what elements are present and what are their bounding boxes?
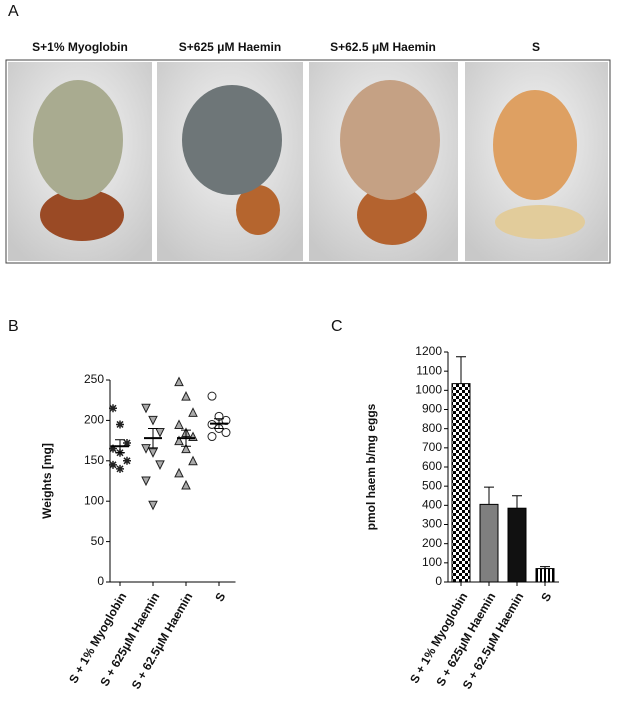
- y-tick-label: 800: [422, 421, 442, 435]
- error-bar: [181, 429, 191, 447]
- y-tick-label: 900: [422, 402, 442, 416]
- photo-caption: S+1% Myoglobin: [32, 40, 128, 54]
- point: [155, 460, 165, 470]
- y-tick-label: 100: [84, 493, 104, 507]
- y-tick-label: 300: [422, 517, 442, 531]
- y-tick-label: 200: [422, 536, 442, 550]
- error-bar: [115, 439, 125, 454]
- y-axis-label: Weights [mg]: [40, 443, 54, 519]
- point: [207, 432, 217, 442]
- point: [174, 376, 184, 387]
- y-axis-label: pmol haem b/mg eggs: [364, 403, 378, 530]
- error-bar: [148, 427, 158, 449]
- point: [116, 420, 124, 429]
- x-tick-label: S + 62.5μM Haemin: [129, 590, 196, 691]
- y-tick-label: 1200: [415, 344, 442, 358]
- y-tick-label: 1100: [416, 363, 442, 377]
- y-tick-label: 1000: [415, 383, 442, 397]
- y-tick-label: 0: [97, 574, 104, 588]
- point: [174, 419, 184, 429]
- error-bar: [214, 418, 224, 429]
- panel-label: B: [8, 318, 19, 335]
- y-tick-label: 600: [422, 459, 442, 473]
- point: [116, 464, 124, 473]
- error-bar: [540, 566, 550, 569]
- y-tick-label: 250: [84, 372, 104, 386]
- point: [181, 443, 191, 454]
- point: [109, 404, 117, 413]
- panel-label: C: [331, 318, 343, 335]
- point: [174, 467, 184, 478]
- photo-caption: S: [532, 40, 540, 54]
- y-tick-label: 200: [84, 413, 104, 427]
- y-tick-label: 500: [422, 478, 442, 492]
- bar: [507, 507, 527, 583]
- photo-caption: S+625 μM Haemin: [179, 40, 281, 54]
- point: [141, 476, 151, 487]
- photo-caption: S+62.5 μM Haemin: [330, 40, 436, 54]
- point: [174, 435, 184, 446]
- y-tick-label: 50: [91, 534, 105, 548]
- point: [123, 456, 131, 465]
- x-tick-label: S + 625μM Haemin: [97, 590, 162, 689]
- point: [181, 391, 191, 401]
- y-tick-label: 0: [435, 574, 442, 588]
- point: [148, 500, 158, 511]
- point: [221, 428, 231, 438]
- panel-label: A: [8, 3, 19, 20]
- point: [181, 479, 191, 490]
- bar: [479, 503, 499, 583]
- y-tick-label: 400: [422, 498, 442, 512]
- point: [109, 460, 117, 469]
- x-tick-label: S: [212, 590, 228, 604]
- point: [148, 415, 158, 426]
- x-tick-label: S: [538, 590, 554, 604]
- bar: [451, 383, 471, 583]
- bar: [535, 568, 555, 583]
- point: [109, 444, 117, 453]
- point: [148, 448, 158, 458]
- point: [155, 428, 165, 438]
- point: [141, 403, 151, 414]
- y-tick-label: 100: [422, 555, 442, 569]
- error-bar: [456, 356, 466, 384]
- y-tick-label: 700: [422, 440, 442, 454]
- error-bar: [484, 486, 494, 505]
- point: [188, 455, 198, 466]
- point: [207, 391, 217, 401]
- error-bar: [512, 495, 522, 509]
- y-tick-label: 150: [84, 453, 104, 467]
- point: [141, 444, 151, 454]
- photo-strip: [5, 59, 611, 264]
- point: [188, 407, 198, 417]
- x-tick-label: S + 1% Myoglobin: [66, 590, 129, 686]
- point: [123, 439, 131, 448]
